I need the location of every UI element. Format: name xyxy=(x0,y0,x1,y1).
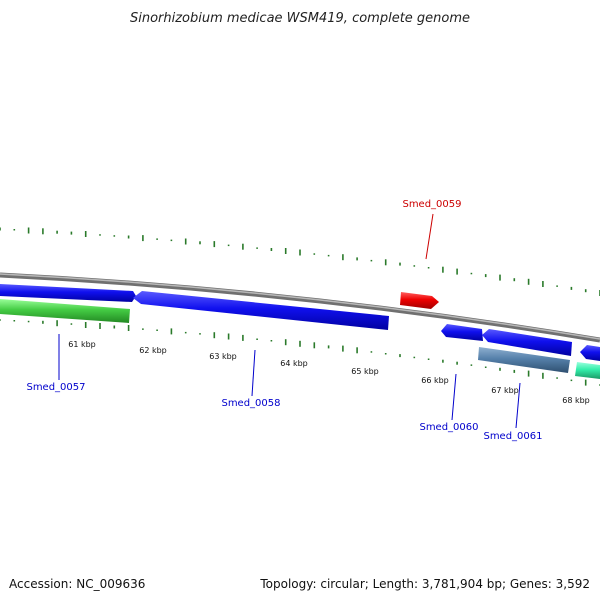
callout-line xyxy=(515,382,521,429)
gene-smed-0060-arrow[interactable] xyxy=(441,324,483,341)
genome-backbone-highlight xyxy=(0,273,600,340)
kbp-label: 61 kbp xyxy=(68,340,96,349)
kbp-label: 63 kbp xyxy=(209,352,237,361)
gene-label-smed-0060[interactable]: Smed_0060 xyxy=(419,422,478,433)
gene-label-smed-0061[interactable]: Smed_0061 xyxy=(483,431,542,442)
genome-summary-text: Topology: circular; Length: 3,781,904 bp… xyxy=(260,577,590,591)
gene-label-smed-0059[interactable]: Smed_0059 xyxy=(402,199,461,210)
outer-gc-track xyxy=(0,227,600,296)
feature-teal[interactable] xyxy=(575,362,600,379)
callout-line xyxy=(451,373,457,421)
gene-smed-0059-arrow[interactable] xyxy=(400,292,439,309)
gene-smed-0058-arrow[interactable] xyxy=(133,291,389,330)
inner-gc-track xyxy=(0,319,600,386)
kbp-scale: 61 kbp 62 kbp 63 kbp 64 kbp 65 kbp 66 kb… xyxy=(68,340,590,405)
gene-label-smed-0057[interactable]: Smed_0057 xyxy=(26,382,85,393)
kbp-label: 66 kbp xyxy=(421,376,449,385)
feature-steel[interactable] xyxy=(478,347,570,373)
gene-smed-0057-arrow[interactable] xyxy=(0,284,136,302)
callout-line xyxy=(425,213,434,260)
gene-smed-0061-arrow[interactable] xyxy=(482,329,572,356)
gene-label-smed-0058[interactable]: Smed_0058 xyxy=(221,398,280,409)
kbp-label: 67 kbp xyxy=(491,386,519,395)
kbp-label: 68 kbp xyxy=(562,396,590,405)
accession-text: Accession: NC_009636 xyxy=(9,577,146,591)
gene-next-arrow[interactable] xyxy=(580,345,600,361)
kbp-label: 64 kbp xyxy=(280,359,308,368)
kbp-label: 62 kbp xyxy=(139,346,167,355)
kbp-label: 65 kbp xyxy=(351,367,379,376)
genome-backbone xyxy=(0,272,600,343)
map-title: Sinorhizobium medicae WSM419, complete g… xyxy=(130,11,470,26)
callout-line xyxy=(251,349,256,397)
rna-feature-green[interactable] xyxy=(0,299,130,323)
